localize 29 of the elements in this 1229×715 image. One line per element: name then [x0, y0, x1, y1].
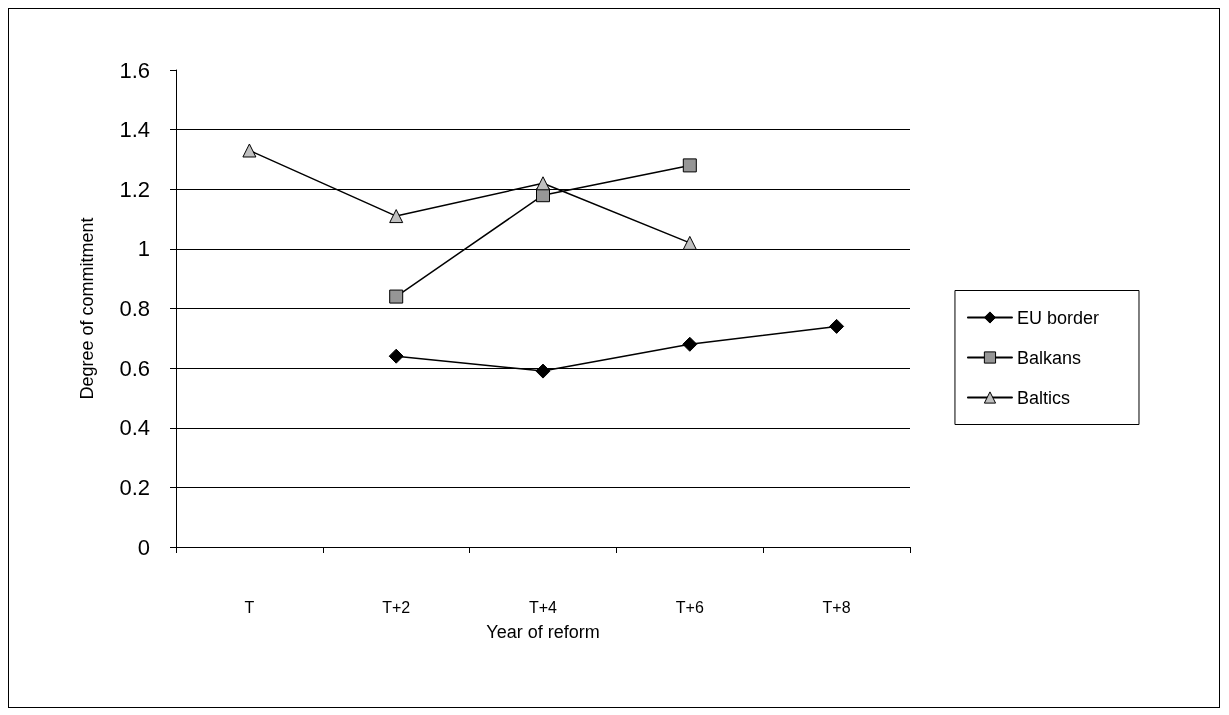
x-tick-label: T+2 — [382, 598, 411, 616]
x-tick-label: T+4 — [528, 598, 558, 616]
point — [388, 348, 404, 364]
x-tick-label: T+8 — [822, 598, 851, 616]
y-axis-title: Degree of commitment — [77, 217, 97, 400]
point — [829, 318, 845, 334]
point — [242, 143, 257, 158]
legend-label: Balkans — [1016, 347, 1082, 368]
y-tick-label: 0.8 — [119, 296, 150, 321]
y-tick-label: 1.6 — [119, 57, 150, 83]
point — [682, 235, 697, 250]
y-tick-label: 1 — [137, 236, 150, 262]
point — [535, 363, 551, 379]
legend-label: EU border — [1016, 307, 1100, 328]
legend-label: Baltics — [1016, 387, 1070, 408]
x-tick-label: T — [244, 598, 255, 616]
y-tick-label: 1.2 — [119, 176, 150, 202]
point — [389, 209, 404, 224]
point — [536, 176, 550, 191]
y-tick-label: 1.4 — [119, 117, 150, 143]
x-tick-label: T+6 — [675, 598, 704, 616]
y-tick-label: 0.2 — [119, 474, 150, 500]
point — [682, 158, 697, 173]
point — [389, 289, 404, 304]
y-tick-label: 0 — [137, 534, 150, 560]
point — [682, 336, 698, 352]
y-tick-label: 0.4 — [119, 415, 150, 441]
x-axis-title: Year of reform — [486, 622, 600, 642]
y-tick-label: 0.6 — [119, 355, 150, 381]
